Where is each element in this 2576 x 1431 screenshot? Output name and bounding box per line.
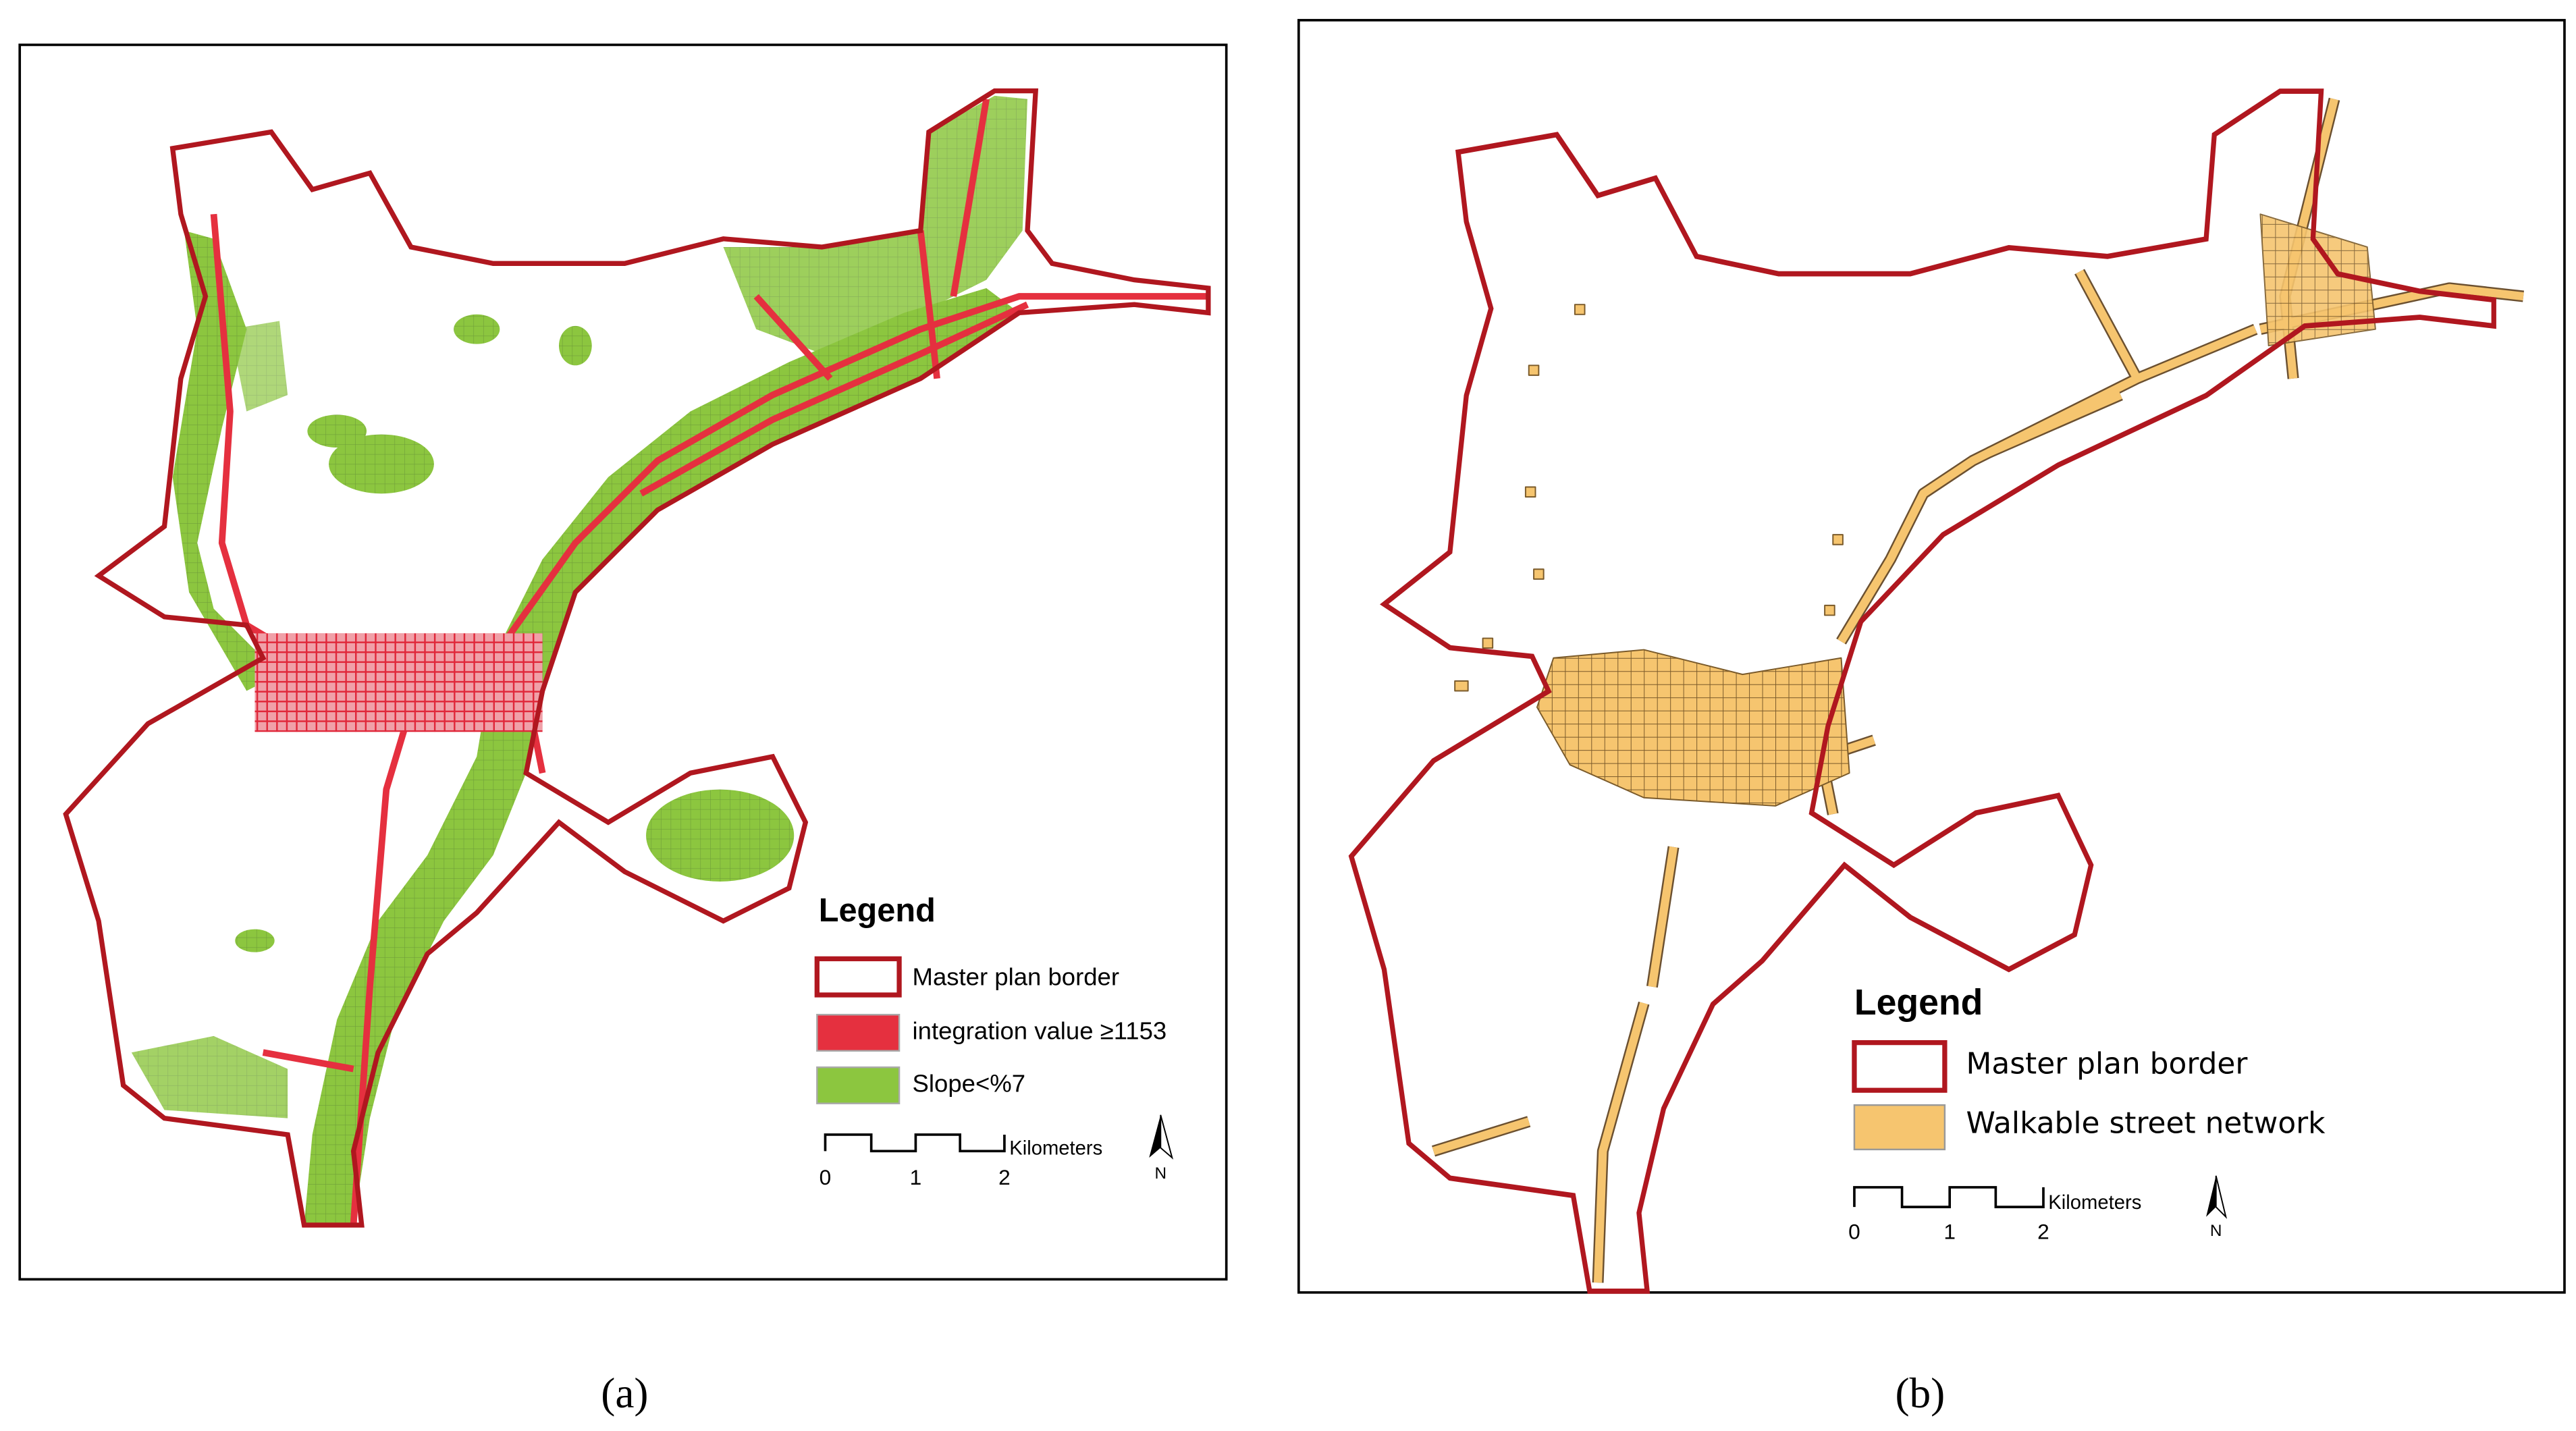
panel-b: Legend Master plan border Walkable stree… <box>1297 19 2566 1417</box>
legend-swatch <box>1852 1040 1948 1093</box>
legend-swatch <box>814 956 902 998</box>
legend: Legend Master plan border Walkable stree… <box>1852 983 2326 1151</box>
scale-unit: Kilometers <box>1009 1138 1102 1160</box>
legend-swatch <box>816 1066 901 1104</box>
legend-label: Master plan border <box>913 963 1119 990</box>
panel-a: Legend Master plan border integration va… <box>18 43 1228 1417</box>
north-arrow: N <box>2206 1175 2228 1240</box>
integration-network <box>210 98 1208 1226</box>
scale-bar: Kilometers 0 1 2 <box>820 1133 1102 1189</box>
scale-label: 2 <box>2037 1219 2049 1243</box>
scale-bar: Kilometers 0 1 2 <box>1848 1186 2141 1243</box>
caption: (a) <box>601 1370 648 1417</box>
north-arrow: N <box>1149 1114 1174 1183</box>
caption: (b) <box>1895 1370 1945 1417</box>
legend-title: Legend <box>819 892 936 929</box>
legend-label: integration value ≥1153 <box>913 1017 1167 1045</box>
scale-label: 0 <box>1848 1219 1860 1243</box>
north-label: N <box>2210 1222 2222 1240</box>
legend-label: Walkable street network <box>1966 1106 2326 1140</box>
scale-label: 1 <box>1943 1219 1956 1243</box>
legend-label: Master plan border <box>1966 1047 2249 1081</box>
scale-unit: Kilometers <box>2048 1192 2141 1214</box>
scale-label: 0 <box>820 1165 832 1189</box>
map-frame <box>1297 19 2566 1294</box>
legend-label: Slope<%7 <box>913 1070 1026 1098</box>
scale-label: 1 <box>910 1165 922 1189</box>
scale-label: 2 <box>998 1165 1011 1189</box>
legend-title: Legend <box>1854 983 1983 1023</box>
legend-swatch <box>816 1013 901 1052</box>
legend: Legend Master plan border integration va… <box>814 892 1167 1104</box>
walkable-network <box>1431 97 2525 1283</box>
north-label: N <box>1154 1164 1166 1183</box>
legend-swatch <box>1853 1104 1946 1151</box>
